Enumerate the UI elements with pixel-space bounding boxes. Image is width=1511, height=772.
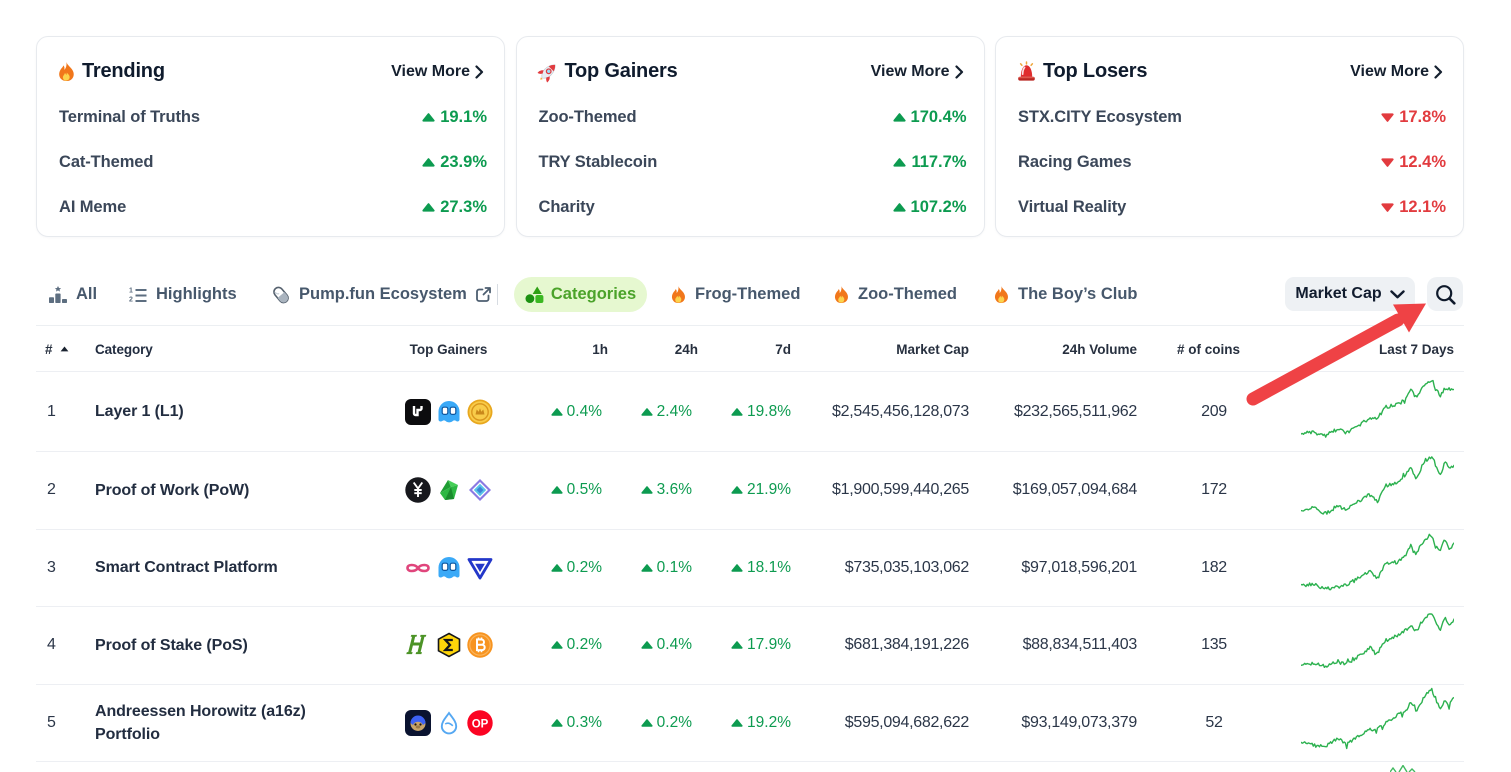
svg-text:1: 1 [129,287,133,294]
svg-text:2: 2 [129,296,133,303]
svg-text:OP: OP [471,718,488,730]
